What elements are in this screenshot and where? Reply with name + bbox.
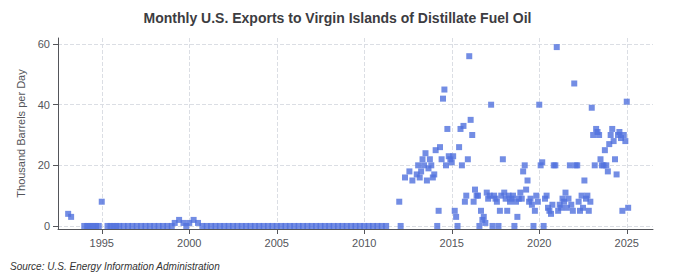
svg-text:Monthly U.S. Exports to Virgin: Monthly U.S. Exports to Virgin Islands o… [144, 10, 532, 26]
svg-text:20: 20 [38, 159, 50, 171]
svg-text:1995: 1995 [90, 237, 114, 249]
svg-text:Source: U.S. Energy Informatio: Source: U.S. Energy Information Administ… [10, 261, 220, 272]
svg-text:2010: 2010 [352, 237, 376, 249]
svg-text:Thousand Barrels per Day: Thousand Barrels per Day [15, 69, 27, 198]
svg-text:2020: 2020 [527, 237, 551, 249]
svg-text:40: 40 [38, 99, 50, 111]
svg-text:2015: 2015 [440, 237, 464, 249]
svg-text:0: 0 [44, 220, 50, 232]
svg-text:60: 60 [38, 38, 50, 50]
svg-text:2005: 2005 [265, 237, 289, 249]
svg-text:2025: 2025 [615, 237, 639, 249]
svg-text:2000: 2000 [177, 237, 201, 249]
